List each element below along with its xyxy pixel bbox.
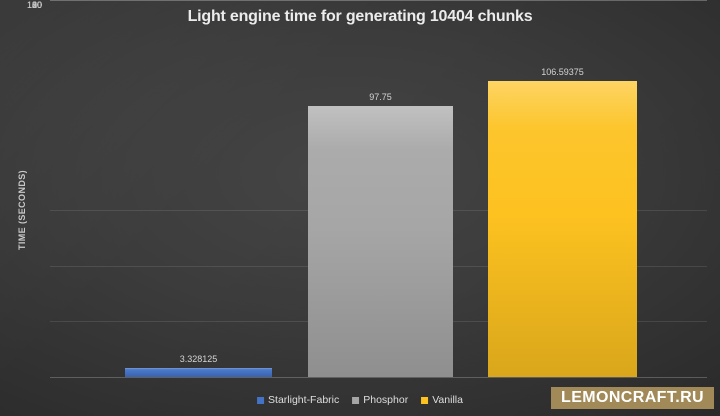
legend-item-phosphor: Phosphor xyxy=(352,394,408,406)
bar-starlight-fabric xyxy=(125,367,272,378)
legend-item-starlight-fabric: Starlight-Fabric xyxy=(257,394,339,406)
bar-phosphor xyxy=(308,105,453,378)
y-tick-label: 0 xyxy=(36,0,42,10)
bar-group-vanilla: 106.59375 xyxy=(488,67,637,377)
chart-title: Light engine time for generating 10404 c… xyxy=(187,8,533,25)
legend-label: Vanilla xyxy=(432,394,463,406)
bar-vanilla xyxy=(488,81,637,377)
gridline-20 xyxy=(50,0,707,1)
y-tick-label: 120 xyxy=(26,0,42,10)
y-tick-label: 40 xyxy=(31,0,42,10)
legend-label: Starlight-Fabric xyxy=(268,394,340,406)
gridline-60 xyxy=(50,377,707,378)
legend-label: Phosphor xyxy=(363,394,409,406)
y-tick-label: 100 xyxy=(26,0,42,10)
legend-item-vanilla: Vanilla xyxy=(421,394,463,406)
bar-group-phosphor: 97.75 xyxy=(308,91,453,378)
bar-value-label: 97.75 xyxy=(369,91,392,102)
watermark-badge: LEMONCRAFT.RU xyxy=(551,387,714,409)
y-axis-title: TIME (SECONDS) xyxy=(17,169,27,251)
bar-group-starlight-fabric: 3.328125 xyxy=(125,353,272,378)
bar-value-label: 3.328125 xyxy=(179,353,218,364)
x-axis-line xyxy=(50,0,707,1)
y-tick-label: 60 xyxy=(31,0,42,10)
legend-swatch-icon xyxy=(352,396,360,404)
y-tick-label: 20 xyxy=(31,0,42,10)
y-tick-label: 80 xyxy=(31,0,42,10)
gridline-40 xyxy=(50,0,707,1)
legend-swatch-icon xyxy=(257,396,265,404)
legend-swatch-icon xyxy=(421,396,429,404)
bar-value-label: 106.59375 xyxy=(541,67,584,78)
legend: Starlight-Fabric Phosphor Vanilla xyxy=(257,394,463,406)
